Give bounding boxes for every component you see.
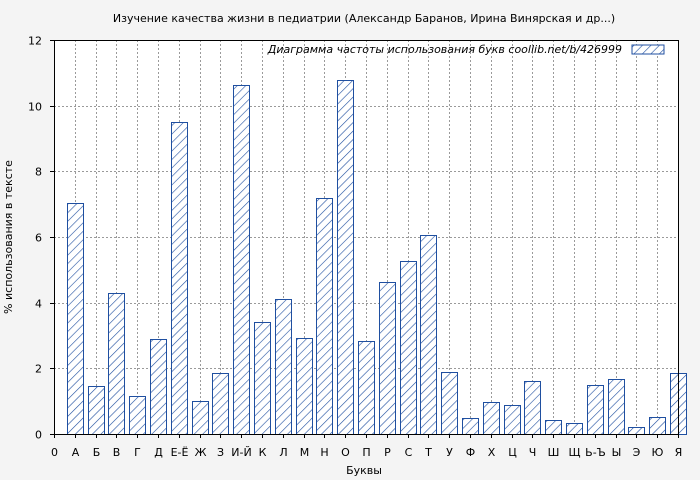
y-tick-label: 12 <box>28 35 42 48</box>
x-tick-label: Б <box>93 446 101 459</box>
x-tick-label: Ц <box>508 446 517 459</box>
bar-Ж <box>192 401 209 435</box>
x-tick-label: Ш <box>548 446 560 459</box>
x-tick-label: А <box>72 446 80 459</box>
x-tick-label: Щ <box>568 446 580 459</box>
y-tick-label: 10 <box>28 101 42 114</box>
x-tick-label: И-Й <box>231 446 251 459</box>
y-tick-label: 4 <box>35 298 42 311</box>
bar-Г <box>129 396 146 435</box>
x-tick-label: З <box>217 446 224 459</box>
x-tick-label: Х <box>488 446 496 459</box>
x-tick-label: У <box>446 446 453 459</box>
bar-Ф <box>462 418 479 435</box>
x-tick-label: О <box>341 446 350 459</box>
legend: Диаграмма частоты использования букв coo… <box>267 43 665 56</box>
bar-Н <box>316 198 333 435</box>
x-tick-label: В <box>113 446 121 459</box>
x-tick-label: Ч <box>529 446 537 459</box>
x-tick-label: К <box>259 446 267 459</box>
x-tick-label: Е-Ё <box>171 446 189 459</box>
x-tick-label: М <box>300 446 310 459</box>
x-tick-label: Г <box>134 446 141 459</box>
bar-И-Й <box>233 85 250 435</box>
x-tick-label: Т <box>424 446 432 459</box>
bar-Э <box>628 427 645 435</box>
legend-swatch <box>631 44 665 55</box>
x-axis-label: Буквы <box>346 464 382 477</box>
bar-З <box>212 373 229 435</box>
x-tick-label: 0 <box>51 446 58 459</box>
x-tick-label: Ь-Ъ <box>585 446 606 459</box>
x-tick-label: Н <box>320 446 328 459</box>
bar-Ю <box>649 417 666 435</box>
bar-Л <box>275 299 292 435</box>
y-axis: 0 2 4 6 8 10 12 <box>28 35 54 442</box>
chart-title: Изучение качества жизни в педиатрии (Але… <box>113 12 615 25</box>
bars <box>67 80 687 435</box>
bar-Ш <box>545 420 562 435</box>
bar-Б <box>88 386 105 435</box>
y-tick-label: 8 <box>35 166 42 179</box>
bar-К <box>254 322 271 435</box>
bar-М <box>296 338 313 435</box>
x-tick-label: Ы <box>612 446 622 459</box>
legend-label: Диаграмма частоты использования букв coo… <box>267 43 622 56</box>
y-tick-label: 6 <box>35 232 42 245</box>
x-tick-label: Ф <box>466 446 475 459</box>
bar-Р <box>379 282 396 435</box>
bar-Ц <box>504 405 521 435</box>
bar-П <box>358 341 375 435</box>
x-tick-label: Р <box>384 446 391 459</box>
bar-Ы <box>608 379 625 435</box>
x-tick-label: Я <box>675 446 683 459</box>
bar-С <box>400 261 417 435</box>
bar-У <box>441 372 458 435</box>
bar-А <box>67 203 84 435</box>
x-tick-label: Э <box>633 446 641 459</box>
x-tick-label: Л <box>279 446 287 459</box>
x-axis: 0 А Б В Г Д Е-Ё Ж З И-Й К Л М Н О П Р С Т У Ф Х Ц Ч Ш Щ Ь-Ъ Ы Э Ю Я <box>51 434 682 459</box>
y-tick-label: 0 <box>35 429 42 442</box>
x-tick-label: Ю <box>652 446 664 459</box>
bar-Щ <box>566 423 583 435</box>
bar-О <box>337 80 354 435</box>
y-tick-label: 2 <box>35 363 42 376</box>
x-tick-label: С <box>405 446 413 459</box>
bar-Ь-Ъ <box>587 385 604 435</box>
bar-В <box>108 293 125 435</box>
bar-Е-Ё <box>171 122 188 435</box>
bar-Д <box>150 339 167 435</box>
x-tick-label: Ж <box>195 446 207 459</box>
x-tick-label: Д <box>154 446 163 459</box>
bar-Ч <box>524 381 541 435</box>
bar-Т <box>420 235 437 435</box>
y-axis-label: % использования в тексте <box>2 160 15 314</box>
bar-Х <box>483 402 500 435</box>
x-tick-label: П <box>362 446 370 459</box>
